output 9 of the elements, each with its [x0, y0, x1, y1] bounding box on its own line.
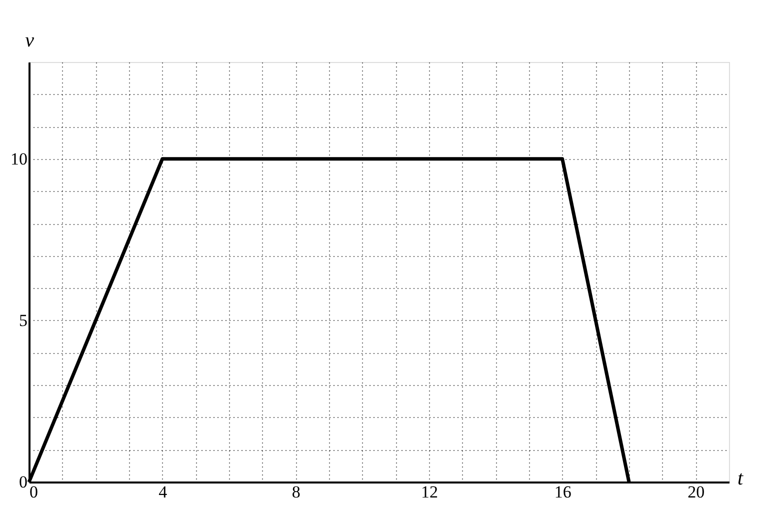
- x-axis-title: t: [738, 468, 744, 490]
- x-tick-label: 20: [688, 482, 705, 502]
- y-tick-label: 5: [19, 310, 28, 330]
- x-tick-label: 4: [158, 482, 168, 502]
- y-tick-label: 10: [10, 149, 28, 168]
- x-tick-label: 16: [554, 482, 572, 502]
- x-tick-label: 8: [292, 482, 300, 502]
- x-tick-label: 12: [421, 482, 438, 502]
- y-axis-title: v: [25, 30, 34, 52]
